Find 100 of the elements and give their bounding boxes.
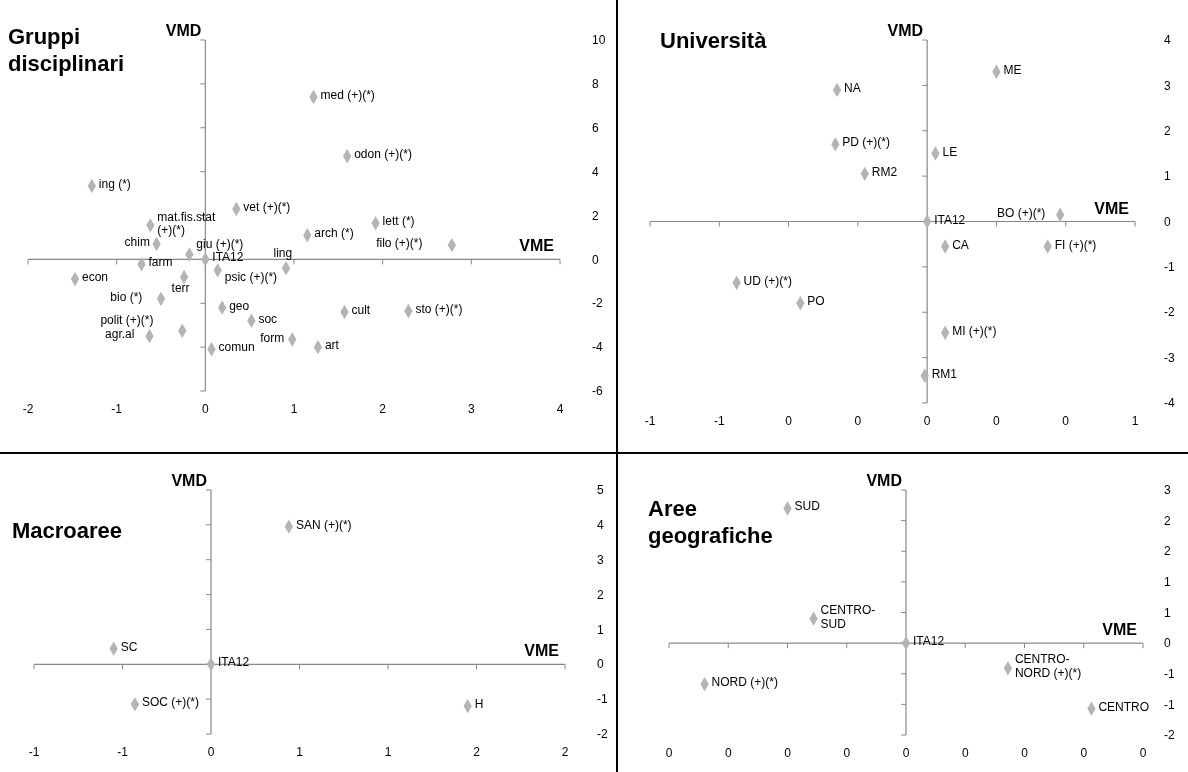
annotation: geo — [229, 298, 250, 313]
x-tick-label: 0 — [843, 746, 851, 760]
x-tick-label: 0 — [784, 746, 792, 760]
y-tick-label: -2 — [597, 727, 608, 742]
annotation: odon (+)(*) — [354, 147, 412, 162]
x-tick-label: 3 — [467, 402, 475, 416]
annotation: polit (+)(*) — [100, 312, 154, 327]
annotation: giu (+)(*) — [196, 236, 244, 251]
annotation: soc — [258, 311, 278, 326]
y-tick-label: 1 — [1164, 169, 1171, 184]
y-tick-label: 3 — [597, 552, 604, 567]
annotation: SAN (+)(*) — [295, 517, 352, 532]
x-tick-label: 0 — [1080, 746, 1088, 760]
annotation: RM1 — [931, 366, 958, 381]
x-tick-label: 0 — [1062, 414, 1070, 428]
x-tick-label: 0 — [1021, 746, 1029, 760]
annotation: FI (+)(*) — [1054, 237, 1097, 252]
x-tick-label: 1 — [296, 745, 304, 759]
annotation: ing (*) — [98, 176, 131, 191]
y-tick-label: 2 — [597, 587, 604, 602]
y-tick-label: -4 — [1164, 396, 1175, 411]
y-tick-label: 0 — [592, 252, 599, 267]
y-tick-label: -1 — [1164, 666, 1175, 681]
x-tick-label: 1 — [384, 745, 392, 759]
x-tick-label: -1 — [713, 414, 725, 428]
x-tick-label: 0 — [961, 746, 969, 760]
x-tick-label: -1 — [28, 745, 40, 759]
annotation: med (+)(*) — [320, 87, 375, 102]
annotation: sto (+)(*) — [415, 301, 463, 316]
x-tick-label: 0 — [923, 414, 931, 428]
annotation: psic (+)(*) — [224, 270, 278, 285]
y-tick-label: 8 — [592, 77, 599, 92]
x-tick-label: 2 — [561, 745, 569, 759]
annotation: SUD — [794, 499, 821, 514]
x-tick-label: 2 — [473, 745, 481, 759]
y-tick-label: 4 — [1164, 33, 1171, 48]
annotation: UD (+)(*) — [743, 273, 792, 288]
annotation: farm — [148, 255, 173, 270]
x-tick-label: 0 — [201, 402, 209, 416]
annotation: bio (*) — [110, 289, 143, 304]
annotation: ITA12 — [913, 634, 945, 649]
x-axis-title: VME — [1094, 199, 1130, 217]
y-tick-label: 0 — [1164, 214, 1171, 229]
annotation: SC — [120, 639, 138, 654]
y-tick-label: -3 — [1164, 350, 1175, 365]
annotation: vet (+)(*) — [243, 199, 291, 214]
annotation: comun — [218, 340, 255, 355]
x-tick-label: 0 — [1139, 746, 1147, 760]
annotation: mat.fis.stat (+)(*) — [157, 209, 217, 238]
annotation: lett (*) — [382, 214, 415, 229]
annotation: ME — [1003, 62, 1022, 77]
x-tick-label: 2 — [379, 402, 387, 416]
y-tick-label: 4 — [592, 164, 599, 179]
x-tick-label: -1 — [117, 745, 129, 759]
y-axis-title: VMD — [866, 472, 902, 489]
y-tick-label: 1 — [1164, 575, 1171, 590]
y-tick-label: -1 — [1164, 260, 1175, 275]
y-tick-label: 3 — [1164, 483, 1171, 498]
x-tick-label: 0 — [993, 414, 1001, 428]
x-tick-label: 1 — [290, 402, 298, 416]
y-axis-title: VMD — [171, 472, 207, 489]
x-axis-title: VME — [524, 642, 560, 660]
x-tick-label: 0 — [785, 414, 793, 428]
x-tick-label: 0 — [724, 746, 732, 760]
y-tick-label: 0 — [597, 657, 604, 672]
annotation: ITA12 — [934, 212, 966, 227]
annotation: ITA12 — [218, 655, 250, 670]
annotation: CENTRO- SUD — [820, 602, 876, 631]
y-tick-label: 6 — [592, 120, 599, 135]
x-tick-label: 0 — [902, 746, 910, 760]
x-axis-title: VME — [1102, 621, 1138, 639]
y-tick-label: 3 — [1164, 78, 1171, 93]
annotation: RM2 — [871, 164, 898, 179]
y-axis-title: VMD — [165, 22, 202, 39]
y-tick-label: 0 — [1164, 636, 1171, 651]
y-tick-label: -1 — [597, 692, 608, 707]
annotation: form — [260, 330, 285, 345]
annotation: PO — [807, 294, 825, 309]
x-tick-label: 4 — [556, 402, 564, 416]
annotation: BO (+)(*) — [997, 205, 1046, 220]
y-tick-label: 4 — [597, 518, 604, 533]
annotation: econ — [81, 270, 109, 285]
x-axis-title: VME — [519, 237, 555, 255]
annotation: MI (+)(*) — [952, 323, 997, 338]
annotation: terr — [171, 280, 190, 295]
annotation: ITA12 — [212, 250, 244, 265]
x-tick-label: -1 — [111, 402, 123, 416]
y-tick-label: 2 — [1164, 123, 1171, 138]
x-tick-label: -1 — [644, 414, 656, 428]
annotation: ling — [273, 246, 293, 261]
annotation: chim — [124, 234, 150, 249]
annotation: NORD (+)(*) — [711, 675, 778, 690]
y-axis-title: VMD — [887, 22, 924, 39]
x-tick-label: 0 — [854, 414, 862, 428]
annotation: SOC (+)(*) — [141, 695, 199, 710]
annotation: PD (+)(*) — [842, 135, 891, 150]
annotation: arch (*) — [314, 226, 354, 241]
y-tick-label: -2 — [1164, 728, 1175, 743]
annotation: CENTRO — [1098, 699, 1150, 714]
y-tick-label: 10 — [592, 33, 606, 48]
